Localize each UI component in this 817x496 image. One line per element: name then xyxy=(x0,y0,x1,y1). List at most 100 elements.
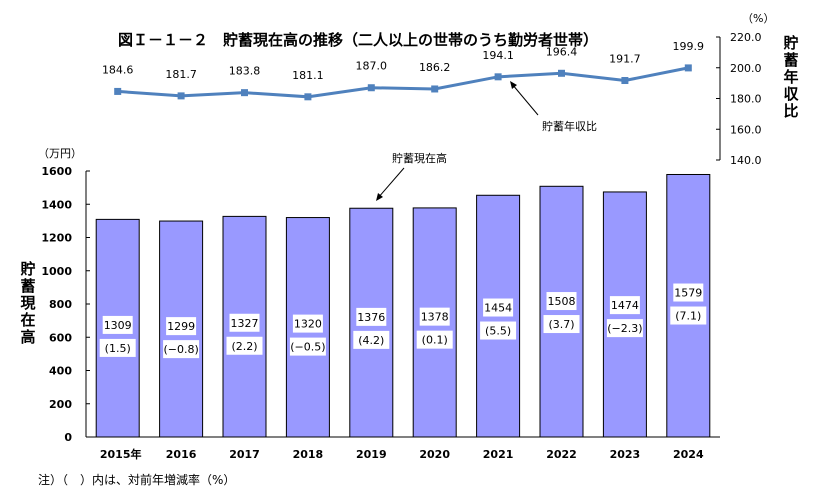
change-label-box xyxy=(670,306,707,325)
bar-change-label: (−0.5) xyxy=(290,341,325,354)
value-label-box xyxy=(102,315,133,334)
line-value-label: 191.7 xyxy=(609,53,641,66)
line-value-label: 183.8 xyxy=(229,65,261,78)
line-point xyxy=(304,93,312,101)
value-label-box xyxy=(292,314,323,333)
line-series: 184.6 181.7 183.8 181.1 187.0 186.2 194.1 196.4… xyxy=(102,40,705,101)
bar-y-tick-label: 600 xyxy=(49,331,72,344)
line-value-label: 187.0 xyxy=(356,60,388,73)
bar-y-tick-label: 800 xyxy=(49,298,72,311)
line-y-tick-label: 220.0 xyxy=(730,31,762,44)
line-value-label: 196.4 xyxy=(546,45,578,58)
bar-value-label: 1309 xyxy=(104,319,132,332)
x-tick-label: 2021 xyxy=(483,448,514,461)
bar-unit-label: （万円） xyxy=(38,147,82,160)
bar xyxy=(602,191,647,438)
axis-label-char: 年 xyxy=(783,68,798,86)
line-y-tick-label: 180.0 xyxy=(730,93,762,106)
bar-y-tick-label: 400 xyxy=(49,365,72,378)
line-point xyxy=(114,87,122,95)
change-label-box xyxy=(99,338,136,357)
chart-title: 図Ｉ－１－２ 貯蓄現在高の推移（二人以上の世帯のうち勤労者世帯） xyxy=(118,31,598,49)
bar-y-tick-label: 1600 xyxy=(41,165,72,178)
line-series-annotation: 貯蓄年収比 xyxy=(542,119,597,133)
bar-annotation-arrow xyxy=(377,167,405,199)
change-label-box xyxy=(606,319,643,338)
line-value-label: 194.1 xyxy=(482,49,514,62)
bar-y-tick-label: 0 xyxy=(64,431,72,444)
line-value-label: 181.1 xyxy=(292,69,324,82)
line-point xyxy=(177,92,185,100)
bar-change-label: (0.1) xyxy=(422,334,448,347)
bar-change-label: (−2.3) xyxy=(607,322,642,335)
value-label-box xyxy=(229,313,260,332)
line-point xyxy=(431,85,439,93)
x-tick-label: 2023 xyxy=(610,448,641,461)
bar-value-label: 1378 xyxy=(421,311,449,324)
axis-label-char: 貯 xyxy=(20,260,35,278)
bar-series-annotation: 貯蓄現在高 xyxy=(392,151,447,165)
line-path xyxy=(117,66,689,99)
line-point xyxy=(684,64,692,72)
line-value-label: 199.9 xyxy=(673,40,705,53)
x-tick-label: 2020 xyxy=(419,448,450,461)
bar xyxy=(539,185,584,438)
change-label-box xyxy=(226,336,263,355)
bar-value-label: 1454 xyxy=(484,302,512,315)
line-value-label: 181.7 xyxy=(165,68,197,81)
change-label-box xyxy=(289,337,326,356)
line-annotation-arrow xyxy=(511,83,539,116)
bar-value-label: 1579 xyxy=(674,287,702,300)
x-tick-label: 2022 xyxy=(546,448,577,461)
x-tick-label: 2019 xyxy=(356,448,387,461)
line-unit-label: （%） xyxy=(742,12,774,25)
axis-label-char: 現 xyxy=(20,294,35,312)
axis-label-char: 蓄 xyxy=(783,51,798,69)
line-y-tick-label: 160.0 xyxy=(730,123,762,136)
value-label-box xyxy=(609,296,640,315)
line-annotation-arrowhead xyxy=(510,81,517,89)
bar-value-label: 1327 xyxy=(231,317,259,330)
axis-label-char: 蓄 xyxy=(20,277,35,295)
x-tick-label: 2024 xyxy=(673,448,704,461)
bar-value-label: 1474 xyxy=(611,299,639,312)
change-label-box xyxy=(480,321,517,340)
line-y-axis-label: 貯蓄年収比 xyxy=(783,34,799,120)
bar-change-label: (2.2) xyxy=(231,340,257,353)
bar-value-label: 1320 xyxy=(294,318,322,331)
bar-change-label: (1.5) xyxy=(105,342,131,355)
line-y-tick-label: 200.0 xyxy=(730,62,762,75)
line-point xyxy=(241,89,248,97)
bar-y-tick-label: 200 xyxy=(49,398,72,411)
line-y-tick-label: 140.0 xyxy=(730,154,762,167)
bar-change-label: (7.1) xyxy=(675,310,701,323)
bar-value-label: 1376 xyxy=(357,311,385,324)
x-tick-label: 2016 xyxy=(166,448,197,461)
line-point xyxy=(558,69,565,77)
x-tick-label: 2017 xyxy=(229,448,260,461)
change-label-box xyxy=(163,340,200,359)
axis-label-char: 高 xyxy=(20,328,35,346)
value-label-box xyxy=(356,307,387,326)
value-label-box xyxy=(483,298,514,317)
bar-y-axis-label: 貯蓄現在高 xyxy=(20,260,35,346)
axis-label-char: 在 xyxy=(20,311,35,329)
bar-change-label: (4.2) xyxy=(358,334,384,347)
value-label-box xyxy=(546,292,577,311)
line-point xyxy=(367,84,375,92)
bars: 1309 (1.5) 1299 (−0.8) 1327 (2.2) 1320 (−0.5) 13… xyxy=(95,173,711,438)
change-label-box xyxy=(543,315,580,334)
value-label-box xyxy=(419,307,450,326)
axis-label-char: 貯 xyxy=(783,34,798,52)
x-tick-label: 2018 xyxy=(293,448,324,461)
line-point xyxy=(621,77,629,85)
bar-y-tick-label: 1400 xyxy=(41,198,72,211)
change-label-box xyxy=(416,330,453,349)
bar-y-tick-label: 1000 xyxy=(41,265,72,278)
axis-label-char: 比 xyxy=(783,102,798,120)
bar-change-label: (5.5) xyxy=(485,325,511,338)
bar-value-label: 1508 xyxy=(548,295,576,308)
bar xyxy=(666,173,711,438)
x-tick-label: 2015年 xyxy=(100,447,142,461)
